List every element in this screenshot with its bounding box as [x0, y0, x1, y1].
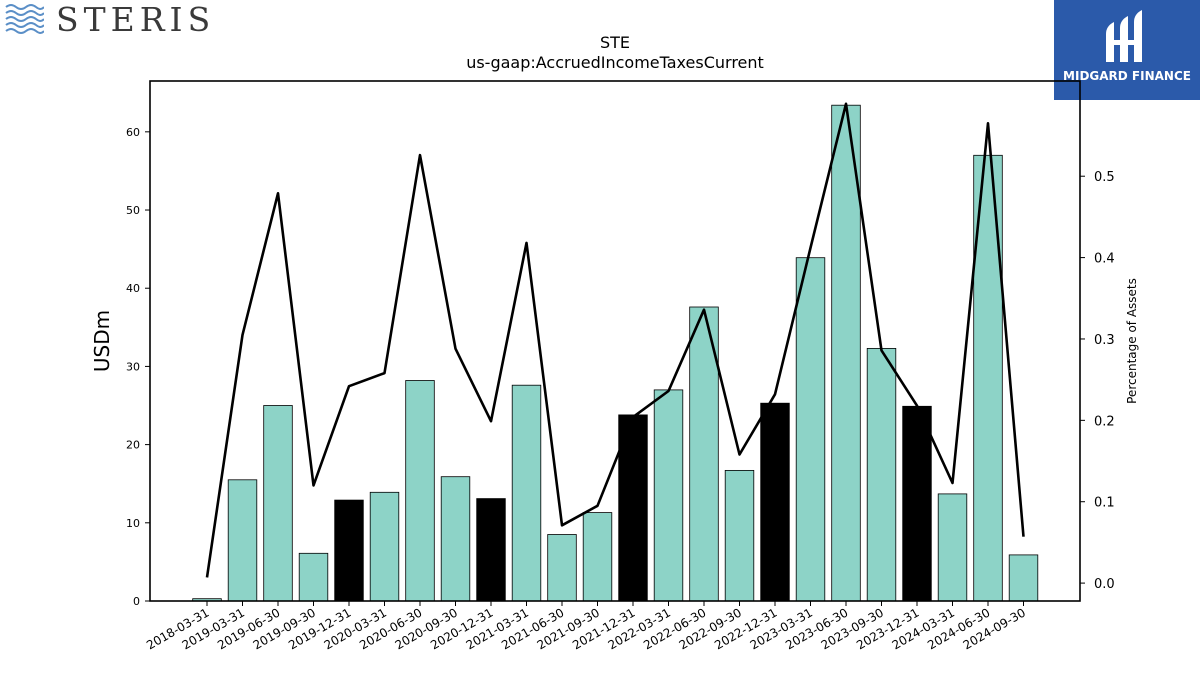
steris-logo: STERIS [4, 0, 216, 42]
y-tick-label: 60 [126, 126, 140, 139]
bar-2020-03-31 [369, 491, 400, 602]
y2-tick-label: 0.3 [1094, 333, 1115, 348]
bar-2024-03-31 [937, 493, 968, 602]
bar-2020-12-31 [476, 498, 506, 602]
y-tick-label: 40 [126, 282, 140, 295]
steris-wordmark: STERIS [56, 0, 216, 39]
steris-wave-icon [5, 4, 45, 34]
bar-2022-09-30 [724, 469, 755, 602]
bar-2021-03-31 [511, 384, 542, 602]
midgard-m-icon [1106, 10, 1142, 62]
bar-2022-12-31 [760, 402, 790, 602]
bar-2021-09-30 [582, 512, 613, 602]
y-tick-label: 10 [126, 517, 140, 530]
plot-frame [149, 80, 1081, 602]
chart-title: STE [600, 33, 630, 52]
y2-tick-label: 0.1 [1094, 496, 1115, 511]
y2-tick-label: 0.4 [1094, 252, 1115, 267]
bar-2019-06-30 [263, 405, 293, 602]
y2-tick-label: 0.2 [1094, 414, 1115, 429]
bar-2023-06-30 [831, 104, 861, 602]
bar-2021-12-31 [618, 414, 648, 602]
bar-2024-09-30 [1008, 554, 1039, 602]
bar-2020-06-30 [405, 380, 435, 602]
bar-2022-03-31 [653, 389, 684, 602]
y-axis-label: USDm [90, 310, 114, 372]
y2-tick-label: 0.5 [1094, 170, 1115, 185]
y2-axis-label: Percentage of Assets [1125, 278, 1139, 404]
bar-2021-06-30 [547, 534, 577, 602]
midgard-brand-name: MIDGARD FINANCE [1063, 69, 1191, 83]
bar-2023-12-31 [902, 405, 932, 602]
bar-2019-12-31 [334, 499, 364, 602]
bar-2019-03-31 [227, 479, 258, 602]
y-tick-label: 30 [126, 360, 140, 373]
y2-tick-label: 0.0 [1094, 577, 1115, 592]
bar-2023-09-30 [866, 347, 897, 602]
bar-2020-09-30 [440, 476, 471, 602]
y-tick-label: 50 [126, 204, 140, 217]
bar-2023-03-31 [795, 257, 826, 602]
y-tick-label: 20 [126, 439, 140, 452]
chart-subtitle: us-gaap:AccruedIncomeTaxesCurrent [466, 53, 764, 72]
bar-2022-06-30 [689, 306, 719, 602]
midgard-finance-logo: MIDGARD FINANCE [1054, 0, 1200, 100]
y-tick-label: 0 [133, 595, 140, 608]
percentage-of-assets-line [205, 102, 1025, 578]
bar-2019-09-30 [298, 552, 329, 602]
